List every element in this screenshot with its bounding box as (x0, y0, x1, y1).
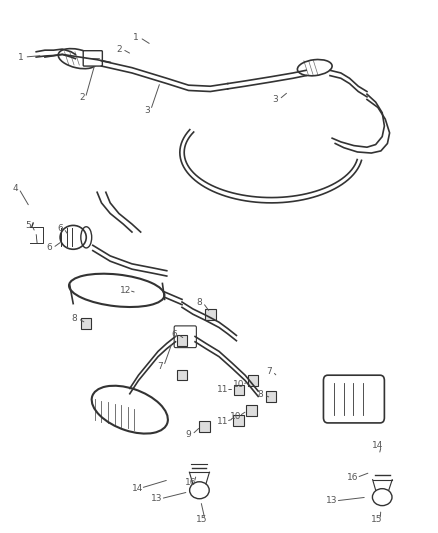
Text: 13: 13 (326, 496, 338, 505)
Text: 9: 9 (186, 430, 191, 439)
Text: 1: 1 (18, 53, 24, 62)
Bar (234, 385, 244, 395)
Text: 10: 10 (233, 379, 244, 389)
Text: 11: 11 (217, 385, 228, 394)
Text: 11: 11 (217, 417, 228, 426)
Text: 15: 15 (371, 515, 382, 524)
Text: 12: 12 (120, 286, 131, 295)
Text: 8: 8 (258, 390, 263, 399)
Bar (205, 309, 215, 319)
Text: 2: 2 (79, 93, 85, 102)
FancyBboxPatch shape (174, 326, 196, 348)
Bar (81, 318, 92, 328)
Text: 8: 8 (197, 298, 202, 307)
Bar (199, 421, 210, 432)
Text: 16: 16 (347, 473, 359, 482)
Text: 14: 14 (131, 483, 143, 492)
Text: 6: 6 (46, 244, 52, 253)
Text: 7: 7 (157, 362, 163, 370)
Text: 15: 15 (196, 515, 207, 524)
FancyBboxPatch shape (83, 51, 102, 66)
Bar (177, 335, 187, 346)
Text: 3: 3 (273, 95, 279, 104)
Text: 10: 10 (230, 411, 241, 421)
Text: 8: 8 (72, 314, 78, 323)
Text: 7: 7 (266, 367, 272, 376)
Text: 14: 14 (372, 441, 384, 450)
Text: 3: 3 (144, 106, 150, 115)
Text: 6: 6 (57, 224, 63, 233)
Text: 6: 6 (172, 330, 177, 339)
FancyBboxPatch shape (323, 375, 385, 423)
Text: 2: 2 (116, 45, 122, 54)
Text: 5: 5 (25, 221, 31, 230)
Text: 4: 4 (13, 184, 18, 193)
Bar (247, 406, 257, 416)
Bar (248, 375, 258, 386)
Text: 1: 1 (134, 33, 139, 42)
Text: 13: 13 (152, 494, 163, 503)
Bar (233, 415, 244, 425)
Bar (177, 370, 187, 381)
Bar (266, 391, 276, 402)
Text: 16: 16 (185, 478, 197, 487)
